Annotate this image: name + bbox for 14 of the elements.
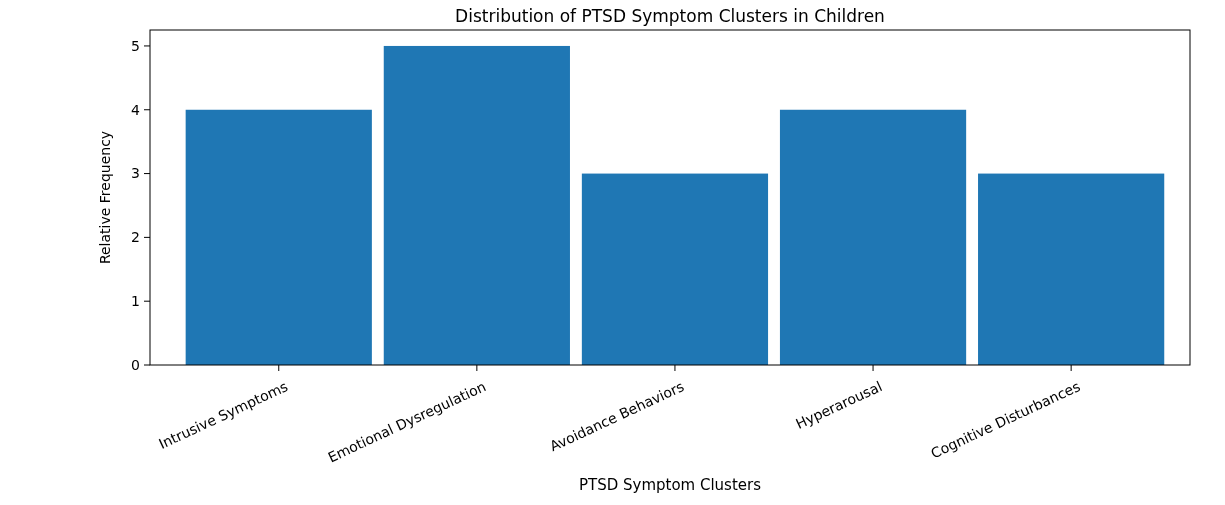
bar [581, 173, 769, 365]
y-tick-label: 3 [131, 165, 140, 182]
y-tick-label: 1 [131, 293, 140, 310]
y-tick-label: 5 [131, 37, 140, 54]
y-axis-title: Relative Frequency [97, 130, 113, 265]
bar [383, 45, 570, 365]
bar [978, 173, 1165, 365]
chart-title: Distribution of PTSD Symptom Clusters in Children [455, 6, 885, 26]
y-tick-label: 4 [131, 101, 141, 118]
bar [185, 109, 372, 365]
y-tick-label: 0 [131, 356, 140, 373]
x-axis-title: PTSD Symptom Clusters [578, 476, 762, 494]
bar [779, 109, 967, 365]
y-tick-label: 2 [131, 229, 140, 246]
